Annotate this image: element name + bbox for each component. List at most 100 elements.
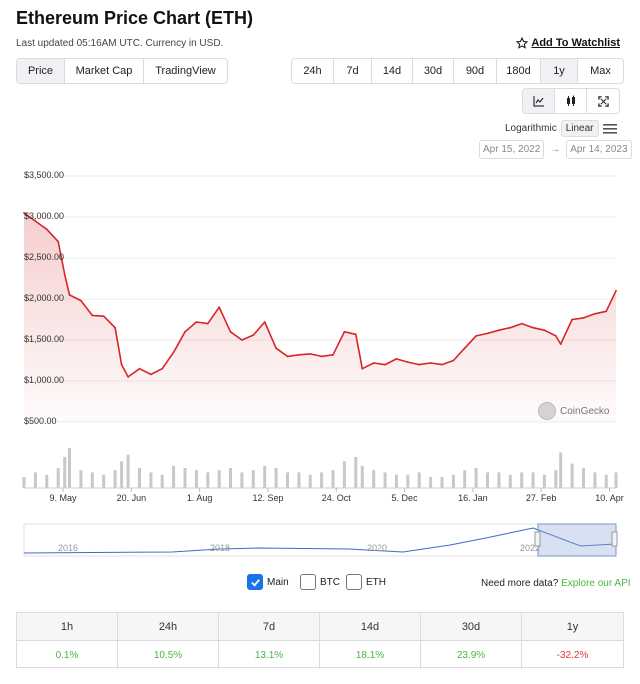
price-point[interactable] xyxy=(463,347,466,350)
range-180d[interactable]: 180d xyxy=(497,59,541,83)
price-point[interactable] xyxy=(372,362,375,364)
volume-bar[interactable] xyxy=(263,465,267,488)
volume-bar[interactable] xyxy=(440,476,444,488)
price-point[interactable] xyxy=(532,326,534,329)
navigator-handle-left[interactable] xyxy=(534,531,541,547)
volume-bar[interactable] xyxy=(342,461,346,488)
price-point[interactable] xyxy=(241,339,243,341)
price-point[interactable] xyxy=(354,333,357,336)
price-point[interactable] xyxy=(68,294,71,296)
price-point[interactable] xyxy=(418,363,421,366)
volume-bar[interactable] xyxy=(320,472,324,488)
volume-bar[interactable] xyxy=(360,465,364,488)
checkbox-eth[interactable] xyxy=(346,574,362,590)
price-point[interactable] xyxy=(582,317,585,319)
range-90d[interactable]: 90d xyxy=(454,59,497,83)
legend-eth[interactable]: ETH xyxy=(346,574,386,590)
volume-bar[interactable] xyxy=(497,472,501,488)
price-point[interactable] xyxy=(332,353,334,356)
price-point[interactable] xyxy=(441,363,443,366)
volume-bar[interactable] xyxy=(297,472,301,488)
volume-bar[interactable] xyxy=(160,474,164,488)
range-max[interactable]: Max xyxy=(590,65,611,77)
price-point[interactable] xyxy=(252,334,255,336)
volume-bar[interactable] xyxy=(138,468,141,488)
volume-bar[interactable] xyxy=(251,470,255,488)
price-point[interactable] xyxy=(91,314,94,317)
volume-bar[interactable] xyxy=(582,468,585,488)
volume-bar[interactable] xyxy=(614,472,618,488)
price-point[interactable] xyxy=(605,310,608,313)
price-point[interactable] xyxy=(343,330,346,333)
volume-bar[interactable] xyxy=(56,468,60,488)
explore-api-link[interactable]: Explore our API xyxy=(561,578,631,589)
navigator-handle-right[interactable] xyxy=(611,531,618,547)
tab-tradingview[interactable]: TradingView xyxy=(155,65,216,77)
volume-bar[interactable] xyxy=(33,472,37,488)
price-point[interactable] xyxy=(275,347,277,350)
volume-bar[interactable] xyxy=(240,472,244,488)
price-series-line[interactable] xyxy=(23,212,617,378)
price-point[interactable] xyxy=(509,326,512,329)
range-24h[interactable]: 24h xyxy=(292,59,334,83)
volume-bar[interactable] xyxy=(194,470,198,488)
price-point[interactable] xyxy=(406,361,409,363)
range-14d[interactable]: 14d xyxy=(372,59,413,83)
range-30d[interactable]: 30d xyxy=(413,59,454,83)
volume-bar[interactable] xyxy=(217,470,221,488)
volume-bar[interactable] xyxy=(149,472,153,488)
price-point[interactable] xyxy=(320,355,323,358)
volume-bar[interactable] xyxy=(429,476,433,488)
price-point[interactable] xyxy=(395,358,398,360)
volume-bar[interactable] xyxy=(372,470,376,488)
price-point[interactable] xyxy=(571,318,573,321)
price-point[interactable] xyxy=(45,228,48,231)
price-point[interactable] xyxy=(498,329,500,332)
price-point[interactable] xyxy=(429,362,432,364)
price-point[interactable] xyxy=(172,351,175,354)
price-point[interactable] xyxy=(161,367,164,370)
logarithmic-option[interactable]: Logarithmic xyxy=(505,123,557,134)
price-point[interactable] xyxy=(309,353,312,355)
volume-bar[interactable] xyxy=(126,454,130,488)
fullscreen-button[interactable] xyxy=(587,89,619,113)
volume-bar[interactable] xyxy=(474,468,478,488)
date-to-input[interactable]: Apr 14, 2023 xyxy=(566,140,632,159)
price-point[interactable] xyxy=(361,367,364,370)
price-point[interactable] xyxy=(102,315,105,318)
volume-bar[interactable] xyxy=(113,470,117,488)
volume-bar[interactable] xyxy=(559,452,563,488)
volume-bar[interactable] xyxy=(90,472,94,488)
price-point[interactable] xyxy=(127,376,129,378)
volume-bar[interactable] xyxy=(286,472,289,488)
price-point[interactable] xyxy=(206,322,209,325)
price-point[interactable] xyxy=(218,306,221,309)
linear-option[interactable]: Linear xyxy=(560,120,599,137)
range-7d[interactable]: 7d xyxy=(334,59,372,83)
price-point[interactable] xyxy=(554,335,557,337)
date-from-input[interactable]: Apr 15, 2022 xyxy=(479,140,545,159)
volume-bar[interactable] xyxy=(508,474,512,488)
checkbox-main[interactable] xyxy=(247,574,263,590)
price-point[interactable] xyxy=(120,363,123,366)
volume-bar[interactable] xyxy=(354,456,358,488)
volume-bar[interactable] xyxy=(120,461,124,488)
legend-main[interactable]: Main xyxy=(247,574,289,590)
volume-bar[interactable] xyxy=(604,474,608,488)
volume-bar[interactable] xyxy=(451,474,455,488)
volume-bar[interactable] xyxy=(417,472,421,488)
add-to-watchlist-button[interactable]: Add To Watchlist xyxy=(516,37,620,49)
price-point[interactable] xyxy=(184,330,186,333)
price-point[interactable] xyxy=(594,312,596,315)
volume-bar[interactable] xyxy=(63,456,67,488)
volume-bar[interactable] xyxy=(463,470,467,488)
volume-bar[interactable] xyxy=(593,472,597,488)
price-point[interactable] xyxy=(559,343,562,345)
price-point[interactable] xyxy=(298,353,300,356)
volume-bar[interactable] xyxy=(229,468,232,488)
price-point[interactable] xyxy=(34,220,37,223)
tab-price[interactable]: Price xyxy=(17,59,65,83)
candlestick-button[interactable] xyxy=(555,89,587,113)
checkbox-btc[interactable] xyxy=(300,574,316,590)
